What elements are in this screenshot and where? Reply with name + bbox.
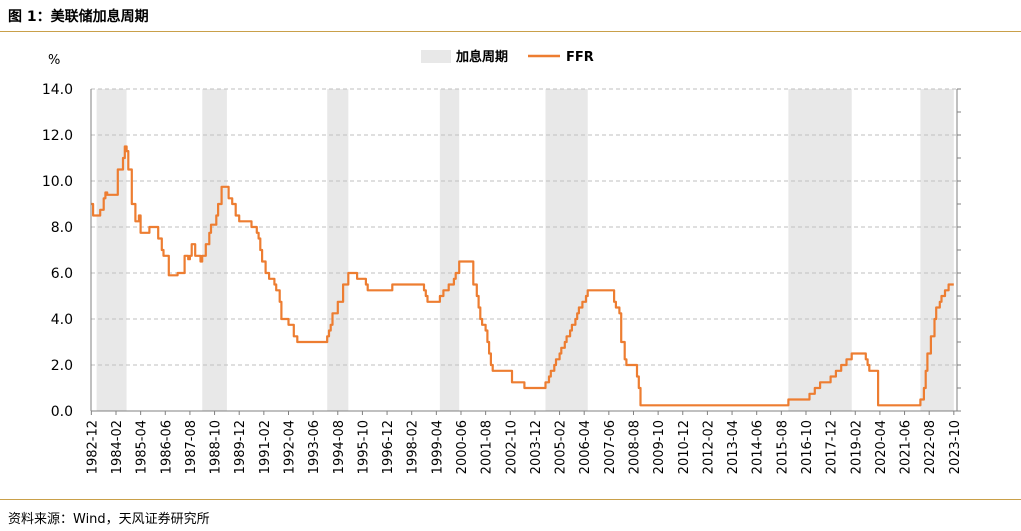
x-tick-label: 1999-04: [430, 420, 445, 474]
hike-cycle-band-6: [788, 89, 852, 411]
x-tick-label: 1987-08: [184, 420, 199, 474]
x-tick-label: 2000-06: [455, 420, 470, 474]
source-rule: [0, 499, 1021, 500]
x-tick-label: 2001-08: [480, 420, 495, 474]
y-tick-label: 8.0: [51, 220, 73, 236]
x-tick-label: 1989-12: [233, 420, 248, 474]
y-axis-unit: %: [48, 53, 60, 68]
x-tick-label: 2014-06: [751, 420, 766, 474]
x-tick-label: 2006-04: [578, 420, 593, 474]
ffr-series-line: [91, 145, 954, 407]
gridlines: [91, 88, 957, 366]
x-tick-label: 2009-10: [652, 420, 667, 474]
legend: 加息周期 FFR: [421, 49, 594, 65]
x-tick-label: 2008-08: [627, 420, 642, 474]
x-tick-label: 2012-02: [701, 420, 716, 474]
ffr-line-layer: [91, 145, 954, 407]
legend-label-hike-cycle: 加息周期: [455, 49, 508, 65]
x-tick-label: 2007-06: [603, 420, 618, 474]
x-tick-label: 2003-12: [529, 420, 544, 474]
x-tick-label: 2015-08: [775, 420, 790, 474]
source-note: 资料来源：Wind，天风证券研究所: [8, 512, 210, 527]
x-tick-label: 2005-02: [554, 420, 569, 474]
x-tick-label: 1994-08: [332, 420, 347, 474]
x-tick-label: 2002-10: [504, 420, 519, 474]
title-rule: [0, 31, 1021, 32]
x-tick-label: 1984-02: [110, 420, 125, 474]
x-tick-label: 2010-12: [677, 420, 692, 474]
x-tick-label: 1991-02: [258, 420, 273, 474]
x-tick-label: 1985-04: [135, 420, 150, 474]
y-tick-label: 2.0: [51, 358, 73, 374]
x-tick-label: 2016-10: [800, 420, 815, 474]
y-tick-label: 12.0: [42, 128, 73, 144]
y-tick-label: 14.0: [42, 82, 73, 98]
y-tick-label: 6.0: [51, 266, 73, 282]
ffr-chart: 0.0 2.0 4.0 6.0 8.0 10.0 12.0 14.0 1982-12 1984-0…: [42, 49, 963, 474]
hike-cycle-band-7: [920, 89, 954, 411]
x-tick-label: 2022-08: [923, 420, 938, 474]
y-tick-label: 0.0: [51, 404, 73, 420]
axes: 0.0 2.0 4.0 6.0 8.0 10.0 12.0 14.0 1982-12 1984-0…: [42, 82, 963, 474]
x-tick-label: 1995-10: [356, 420, 371, 474]
hike-cycle-bands: [96, 89, 954, 411]
legend-label-ffr: FFR: [566, 50, 594, 65]
x-tick-label: 2013-04: [726, 420, 741, 474]
x-tick-label: 2020-04: [874, 420, 889, 474]
x-tick-label: 2019-02: [849, 420, 864, 474]
x-tick-label: 1982-12: [85, 420, 100, 474]
y-tick-label: 10.0: [42, 174, 73, 190]
hike-cycle-band-3: [327, 89, 349, 411]
hike-cycle-band-4: [439, 89, 460, 411]
x-tick-label: 1992-04: [282, 420, 297, 474]
x-tick-label: 1996-12: [381, 420, 396, 474]
hike-cycle-band-1: [96, 89, 127, 411]
x-tick-label: 1988-10: [209, 420, 224, 474]
y-tick-label: 4.0: [51, 312, 73, 328]
x-tick-label: 1986-06: [159, 420, 174, 474]
hike-cycle-band-5: [545, 89, 588, 411]
x-tick-label: 2017-12: [825, 420, 840, 474]
x-tick-label: 2021-06: [899, 420, 914, 474]
legend-swatch-hike-cycle: [421, 50, 451, 63]
x-tick-label: 1998-02: [406, 420, 421, 474]
x-tick-label: 2023-10: [948, 420, 963, 474]
figure-title: 图 1：美联储加息周期: [8, 9, 149, 25]
x-tick-label: 1993-06: [307, 420, 322, 474]
